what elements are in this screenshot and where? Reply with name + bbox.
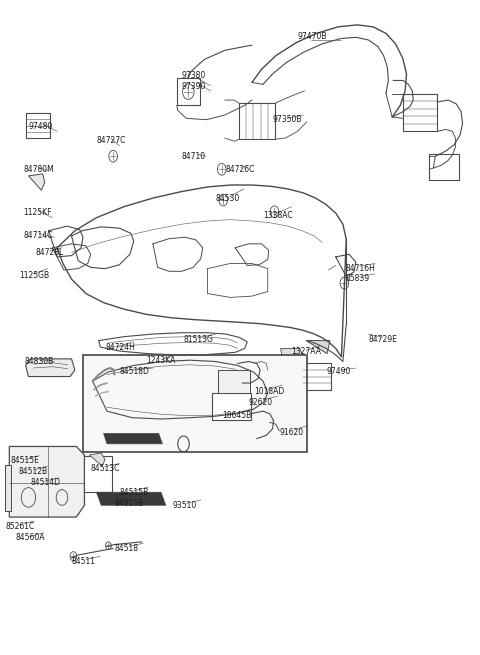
- Text: 93510: 93510: [172, 501, 196, 510]
- Text: 84560A: 84560A: [15, 533, 45, 542]
- Text: 1327AA: 1327AA: [292, 347, 322, 356]
- Text: 97480: 97480: [28, 122, 53, 131]
- Text: 18645B: 18645B: [222, 411, 251, 420]
- FancyBboxPatch shape: [303, 364, 331, 390]
- Text: 84512B: 84512B: [19, 467, 48, 476]
- FancyBboxPatch shape: [83, 355, 307, 452]
- Text: 84515B: 84515B: [120, 488, 149, 496]
- Polygon shape: [9, 447, 84, 517]
- Polygon shape: [281, 348, 303, 357]
- Text: 84714C: 84714C: [24, 231, 53, 240]
- Text: 91620: 91620: [279, 428, 303, 437]
- Text: 92620: 92620: [249, 398, 273, 407]
- Polygon shape: [4, 465, 11, 510]
- Text: 84513C: 84513C: [91, 464, 120, 473]
- Text: 97470B: 97470B: [298, 32, 327, 41]
- Text: 84515E: 84515E: [10, 457, 39, 465]
- Text: 84724H: 84724H: [105, 343, 135, 352]
- FancyBboxPatch shape: [177, 78, 200, 105]
- Polygon shape: [104, 434, 162, 444]
- FancyBboxPatch shape: [218, 370, 250, 393]
- Text: 85261C: 85261C: [5, 521, 35, 531]
- Text: 85839: 85839: [345, 274, 370, 283]
- FancyBboxPatch shape: [239, 103, 275, 140]
- Polygon shape: [25, 359, 75, 377]
- Text: 84830B: 84830B: [24, 357, 54, 366]
- Text: 84716H: 84716H: [345, 263, 375, 272]
- FancyBboxPatch shape: [429, 155, 459, 180]
- Text: 1125KF: 1125KF: [24, 208, 52, 217]
- Text: 84728L: 84728L: [35, 248, 63, 257]
- Text: 84729E: 84729E: [368, 335, 397, 344]
- Text: 84518: 84518: [115, 544, 139, 553]
- FancyBboxPatch shape: [84, 457, 112, 492]
- FancyBboxPatch shape: [25, 113, 50, 138]
- Polygon shape: [89, 453, 105, 466]
- Text: 97490: 97490: [326, 367, 350, 377]
- Text: 1338AC: 1338AC: [263, 210, 293, 219]
- FancyBboxPatch shape: [212, 393, 251, 421]
- Text: 84515B: 84515B: [115, 500, 144, 508]
- Text: 1243KA: 1243KA: [147, 356, 176, 365]
- Text: 84780M: 84780M: [24, 165, 54, 174]
- FancyBboxPatch shape: [403, 94, 437, 132]
- Polygon shape: [96, 492, 166, 505]
- Text: 84514D: 84514D: [30, 478, 60, 487]
- Text: 97390: 97390: [181, 82, 206, 91]
- Text: 1125GB: 1125GB: [19, 271, 49, 280]
- Text: 1018AD: 1018AD: [254, 387, 285, 396]
- Text: 84726C: 84726C: [226, 165, 255, 174]
- Text: 84530: 84530: [215, 195, 240, 203]
- Text: 84727C: 84727C: [96, 136, 126, 145]
- Text: 84511: 84511: [72, 557, 96, 566]
- Text: 81513G: 81513G: [183, 335, 214, 345]
- Text: 84518D: 84518D: [120, 367, 149, 377]
- Text: 84710: 84710: [181, 152, 206, 160]
- Text: 97350B: 97350B: [273, 115, 302, 124]
- Polygon shape: [306, 341, 330, 354]
- Text: 97380: 97380: [181, 71, 206, 81]
- Polygon shape: [28, 174, 45, 190]
